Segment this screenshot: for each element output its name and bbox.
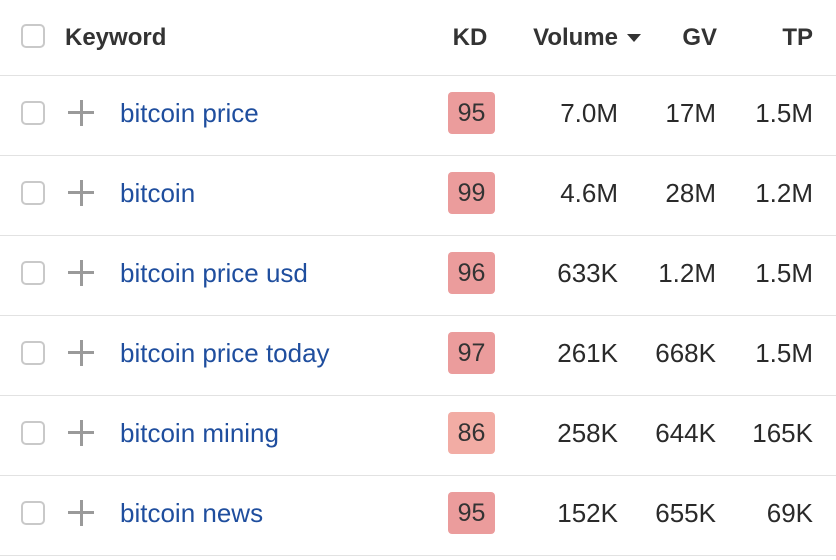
metric-value: 7.0M <box>560 98 618 128</box>
metric-value: 1.5M <box>755 98 813 128</box>
metric-value: 668K <box>655 338 716 368</box>
metric-value: 1.5M <box>755 258 813 288</box>
add-button[interactable] <box>68 340 94 366</box>
metric-value: 258K <box>557 418 618 448</box>
add-button[interactable] <box>68 420 94 446</box>
metric-value: 644K <box>655 418 716 448</box>
kd-badge: 97 <box>448 332 495 374</box>
metric-value: 1.2M <box>658 258 716 288</box>
add-button[interactable] <box>68 180 94 206</box>
header-tp[interactable]: TP <box>782 24 813 51</box>
kd-badge: 99 <box>448 172 495 214</box>
select-all-checkbox[interactable] <box>21 24 45 48</box>
header-volume[interactable]: Volume <box>533 24 618 51</box>
keyword-link[interactable]: bitcoin price today <box>120 338 330 368</box>
header-gv[interactable]: GV <box>682 24 717 51</box>
row-checkbox[interactable] <box>21 261 45 285</box>
metric-value: 655K <box>655 498 716 528</box>
kd-badge: 86 <box>448 412 495 454</box>
metric-value: 69K <box>766 498 813 528</box>
metric-value: 28M <box>665 178 716 208</box>
divider <box>0 155 836 156</box>
divider <box>0 395 836 396</box>
add-button[interactable] <box>68 500 94 526</box>
row-checkbox[interactable] <box>21 341 45 365</box>
sort-arrow[interactable] <box>627 34 641 42</box>
row-checkbox[interactable] <box>21 421 45 445</box>
metric-value: 1.5M <box>755 338 813 368</box>
kd-badge: 95 <box>448 92 495 134</box>
add-button[interactable] <box>68 100 94 126</box>
metric-value: 152K <box>557 498 618 528</box>
row-checkbox[interactable] <box>21 181 45 205</box>
keyword-link[interactable]: bitcoin <box>120 178 196 208</box>
metric-value: 165K <box>752 418 813 448</box>
metric-value: 633K <box>557 258 618 288</box>
header-kd[interactable]: KD <box>452 24 488 51</box>
metric-value: 261K <box>557 338 618 368</box>
row-checkbox[interactable] <box>21 501 45 525</box>
keyword-link[interactable]: bitcoin price <box>120 98 259 128</box>
divider <box>0 315 836 316</box>
divider <box>0 235 836 236</box>
divider <box>0 555 836 556</box>
metric-value: 4.6M <box>560 178 618 208</box>
keyword-link[interactable]: bitcoin news <box>120 498 264 528</box>
header-keyword[interactable]: Keyword <box>65 24 167 51</box>
metric-value: 1.2M <box>755 178 813 208</box>
divider <box>0 75 836 76</box>
kd-badge: 96 <box>448 252 495 294</box>
kd-badge: 95 <box>448 492 495 534</box>
divider <box>0 475 836 476</box>
row-checkbox[interactable] <box>21 101 45 125</box>
keyword-link[interactable]: bitcoin price usd <box>120 258 308 288</box>
add-button[interactable] <box>68 260 94 286</box>
keyword-link[interactable]: bitcoin mining <box>120 418 279 448</box>
metric-value: 17M <box>665 98 716 128</box>
